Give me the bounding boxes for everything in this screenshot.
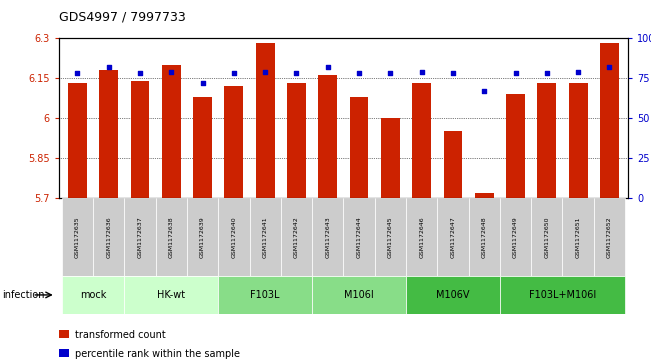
Point [197,80,208,86]
Bar [312,198,344,276]
Bar [131,81,149,198]
Text: percentile rank within the sample: percentile rank within the sample [74,349,240,359]
Bar [344,198,375,276]
Text: GSM1172649: GSM1172649 [513,216,518,258]
Bar [62,198,93,276]
Point [542,70,552,76]
Text: GSM1172652: GSM1172652 [607,216,612,258]
Bar [500,276,625,314]
Text: GSM1172645: GSM1172645 [388,216,393,258]
Text: GSM1172647: GSM1172647 [450,216,456,258]
Text: M106I: M106I [344,290,374,300]
Bar [562,198,594,276]
Text: GSM1172641: GSM1172641 [262,216,268,258]
Bar [193,97,212,198]
Text: GSM1172636: GSM1172636 [106,216,111,258]
Bar [569,83,587,198]
Bar [256,44,275,198]
Bar [218,276,312,314]
Bar [249,198,281,276]
Text: GSM1172643: GSM1172643 [326,216,330,258]
Point [417,69,427,74]
Text: F103L+M106I: F103L+M106I [529,290,596,300]
Point [604,64,615,70]
Bar [59,330,69,338]
Bar [538,83,556,198]
Point [479,88,490,94]
Point [291,70,301,76]
Text: GSM1172651: GSM1172651 [575,216,581,258]
Bar [443,131,462,198]
Text: infection: infection [2,290,44,300]
Point [322,64,333,70]
Bar [406,198,437,276]
Bar [406,276,500,314]
Text: GSM1172642: GSM1172642 [294,216,299,258]
Point [72,70,83,76]
Text: GSM1172638: GSM1172638 [169,216,174,258]
Point [260,69,270,74]
Bar [287,83,306,198]
Bar [531,198,562,276]
Bar [124,276,218,314]
Bar [93,198,124,276]
Text: GSM1172648: GSM1172648 [482,216,487,258]
Bar [375,198,406,276]
Text: GSM1172640: GSM1172640 [231,216,236,258]
Bar [318,76,337,198]
Point [229,70,239,76]
Bar [68,83,87,198]
Bar [437,198,469,276]
Bar [312,276,406,314]
Bar [350,97,368,198]
Bar [594,198,625,276]
Bar [506,94,525,198]
Bar [381,118,400,198]
Text: GDS4997 / 7997733: GDS4997 / 7997733 [59,11,186,24]
Text: GSM1172644: GSM1172644 [357,216,361,258]
Point [135,70,145,76]
Bar [469,198,500,276]
Text: GSM1172646: GSM1172646 [419,216,424,258]
Point [573,69,583,74]
Text: M106V: M106V [436,290,469,300]
Bar [124,198,156,276]
Bar [156,198,187,276]
Bar [187,198,218,276]
Point [510,70,521,76]
Text: GSM1172639: GSM1172639 [200,216,205,258]
Point [354,70,365,76]
Text: F103L: F103L [251,290,280,300]
Text: transformed count: transformed count [74,330,165,340]
Bar [99,70,118,198]
Bar [600,44,619,198]
Text: HK-wt: HK-wt [157,290,186,300]
Text: mock: mock [80,290,106,300]
Bar [218,198,249,276]
Bar [225,86,243,198]
Text: GSM1172635: GSM1172635 [75,216,80,258]
Bar [475,192,493,198]
Text: GSM1172637: GSM1172637 [137,216,143,258]
Point [448,70,458,76]
Text: GSM1172650: GSM1172650 [544,216,549,258]
Point [104,64,114,70]
Bar [162,65,181,198]
Bar [281,198,312,276]
Bar [62,276,124,314]
Bar [59,349,69,358]
Point [385,70,396,76]
Point [166,69,176,74]
Bar [500,198,531,276]
Bar [412,83,431,198]
